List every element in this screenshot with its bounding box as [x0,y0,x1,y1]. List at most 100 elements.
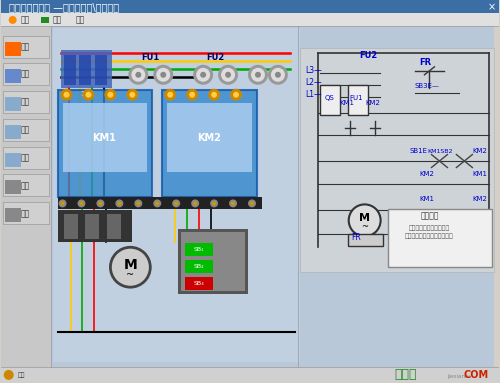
Text: KM1: KM1 [340,100,354,106]
Circle shape [8,16,16,24]
Text: KM2: KM2 [197,133,221,142]
Bar [0,26,50,367]
Circle shape [193,201,197,205]
Bar [60,50,112,88]
Text: FU1: FU1 [141,53,160,62]
Circle shape [156,68,170,82]
Circle shape [233,92,239,98]
Bar [185,277,213,290]
Circle shape [218,65,238,85]
Circle shape [248,200,256,208]
Bar [185,243,213,256]
Text: SB1E: SB1E [410,147,428,154]
Circle shape [186,89,198,101]
Text: KM1: KM1 [420,196,434,202]
Bar [80,55,92,85]
Circle shape [4,370,14,380]
Bar [162,90,257,197]
Text: FU2: FU2 [206,53,224,62]
Text: FU2: FU2 [360,51,378,60]
Circle shape [229,200,237,208]
Bar [58,197,262,210]
Bar [185,260,213,273]
Circle shape [189,92,195,98]
Bar [348,85,368,115]
Circle shape [82,89,94,101]
Bar [52,28,300,362]
Circle shape [268,65,288,85]
Circle shape [271,68,285,82]
Circle shape [154,65,173,85]
Text: SB₂: SB₂ [194,264,204,269]
Bar [2,147,48,169]
Text: KM2: KM2 [472,196,487,202]
Circle shape [86,92,91,98]
Text: jiexiantu: jiexiantu [448,375,471,380]
Circle shape [248,65,268,85]
Text: COM: COM [464,370,488,380]
Circle shape [164,89,176,101]
Bar [0,367,500,382]
Bar [178,229,248,294]
Text: M: M [124,258,137,272]
Circle shape [211,92,217,98]
Text: ×: × [487,2,496,12]
Bar [4,124,20,139]
Circle shape [230,89,242,101]
Text: 操作提示: 操作提示 [420,211,438,220]
Bar [2,119,48,141]
Text: QS: QS [325,95,334,101]
Circle shape [96,200,104,208]
Text: FU1: FU1 [350,95,364,101]
Circle shape [348,205,380,236]
Text: 布局: 布局 [21,125,30,134]
Circle shape [78,200,86,208]
Text: 将鼠标放到原理图中器件
符号上查看器件名称和作用！: 将鼠标放到原理图中器件 符号上查看器件名称和作用！ [405,225,454,239]
Circle shape [154,200,162,208]
Text: L3—: L3— [305,66,322,75]
Text: 101: 101 [80,91,93,97]
Bar [62,103,148,172]
Text: 电路: 电路 [21,69,30,78]
Text: 透视: 透视 [21,153,30,162]
Circle shape [98,201,102,205]
Bar [4,69,20,83]
Text: KM1: KM1 [472,172,488,177]
Bar [64,214,78,239]
Circle shape [118,201,122,205]
Circle shape [108,92,114,98]
Text: L1—: L1— [305,90,322,99]
Circle shape [196,68,210,82]
Circle shape [128,65,148,85]
Text: 返回: 返回 [52,15,62,25]
Circle shape [64,92,70,98]
Text: 电工技能与实训 —电磁铁控制\联动控制: 电工技能与实训 —电磁铁控制\联动控制 [8,2,119,12]
Circle shape [60,201,64,205]
Circle shape [225,72,231,78]
Text: ~: ~ [361,222,368,231]
Bar [388,210,492,267]
Text: KM1: KM1 [92,133,116,142]
Bar [64,55,76,85]
Circle shape [110,247,150,287]
Bar [2,202,48,224]
Circle shape [250,201,254,205]
Circle shape [200,72,206,78]
Circle shape [136,72,141,78]
Circle shape [167,92,173,98]
Bar [58,90,152,197]
Circle shape [212,201,216,205]
Text: 帮助: 帮助 [76,15,85,25]
Bar [0,13,500,26]
Bar [2,36,48,58]
Text: KM1SB2: KM1SB2 [428,149,453,154]
Text: FR: FR [420,58,432,67]
Bar [86,214,100,239]
Bar [4,208,20,223]
Bar [108,214,122,239]
Bar [4,42,20,56]
Circle shape [134,200,142,208]
Circle shape [58,200,66,208]
Circle shape [132,68,145,82]
Circle shape [172,200,180,208]
